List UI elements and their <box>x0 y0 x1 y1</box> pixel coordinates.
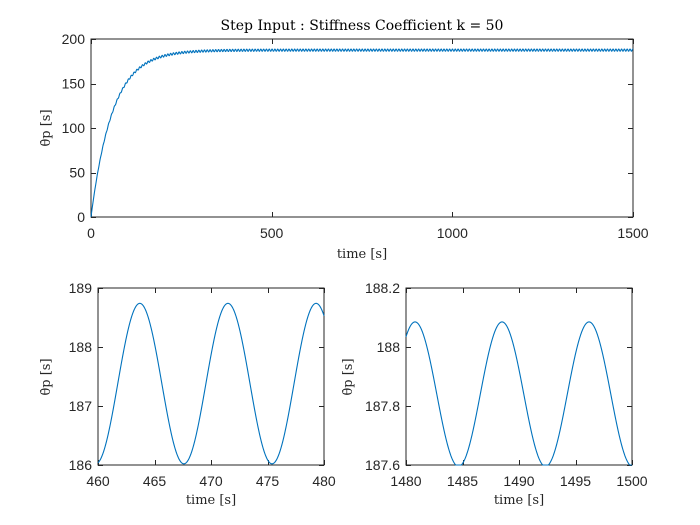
top-chart: Step Input : Stiffness Coefficient k = 5… <box>39 18 649 262</box>
top-chart-ticks: 0 500 1000 1500 0 50 100 150 200 <box>62 31 649 241</box>
bottom-left-xtick-label-3: 475 <box>256 473 280 489</box>
bottom-right-xtick-label-1: 1485 <box>447 473 478 489</box>
bottom-right-chart: 1480 1485 1490 1495 1500 187.6 187.8 188 188.2 t… <box>341 280 648 508</box>
bottom-right-xtick-label-3: 1495 <box>560 473 591 489</box>
top-chart-y-axis-label: θ̇p [s] <box>39 109 54 146</box>
bottom-right-ytick-label-2: 188 <box>377 339 401 355</box>
bottom-left-xtick-label-1: 465 <box>143 473 167 489</box>
bottom-right-xtick-label-0: 1480 <box>390 473 421 489</box>
top-chart-ytick-label-2: 100 <box>62 120 86 136</box>
top-chart-title: Step Input : Stiffness Coefficient k = 5… <box>221 18 504 34</box>
bottom-right-ytick-label-1: 187.8 <box>365 398 400 414</box>
top-chart-series-line <box>90 48 634 218</box>
bottom-left-ytick-label-1: 187 <box>69 398 93 414</box>
top-chart-xtick-label-1: 500 <box>260 225 284 241</box>
bottom-left-ytick-label-0: 186 <box>69 457 93 473</box>
bottom-left-series-line <box>97 302 325 465</box>
bottom-right-ytick-label-0: 187.6 <box>365 457 400 473</box>
bottom-right-ticks: 1480 1485 1490 1495 1500 187.6 187.8 188 188.2 <box>365 280 648 489</box>
bottom-right-y-axis-label: θ̇p [s] <box>341 358 356 395</box>
bottom-right-x-axis-label: time [s] <box>494 493 544 508</box>
bottom-right-series-line <box>405 321 633 466</box>
bottom-left-ytick-label-2: 188 <box>69 339 93 355</box>
top-chart-xtick-label-0: 0 <box>87 225 95 241</box>
bottom-right-xtick-label-2: 1490 <box>503 473 534 489</box>
bottom-left-xtick-label-2: 470 <box>199 473 223 489</box>
top-chart-ytick-label-3: 150 <box>62 76 86 92</box>
bottom-left-chart: 460 465 470 475 480 186 187 188 189 time [s] θ̇p… <box>39 280 336 508</box>
bottom-left-ticks: 460 465 470 475 480 186 187 188 189 <box>69 280 336 489</box>
bottom-left-y-axis-label: θ̇p [s] <box>39 358 54 395</box>
top-chart-x-axis-label: time [s] <box>337 247 387 262</box>
bottom-right-ytick-label-3: 188.2 <box>365 280 400 296</box>
bottom-left-xtick-label-0: 460 <box>86 473 110 489</box>
top-chart-xtick-label-2: 1000 <box>437 225 468 241</box>
bottom-left-ytick-label-3: 189 <box>69 280 93 296</box>
bottom-left-xtick-label-4: 480 <box>312 473 336 489</box>
top-chart-ytick-label-1: 50 <box>69 165 85 181</box>
top-chart-xtick-label-3: 1500 <box>617 225 648 241</box>
top-chart-ytick-label-0: 0 <box>77 209 85 225</box>
top-chart-ytick-label-4: 200 <box>62 31 86 47</box>
bottom-right-xtick-label-4: 1500 <box>616 473 647 489</box>
bottom-left-x-axis-label: time [s] <box>186 493 236 508</box>
